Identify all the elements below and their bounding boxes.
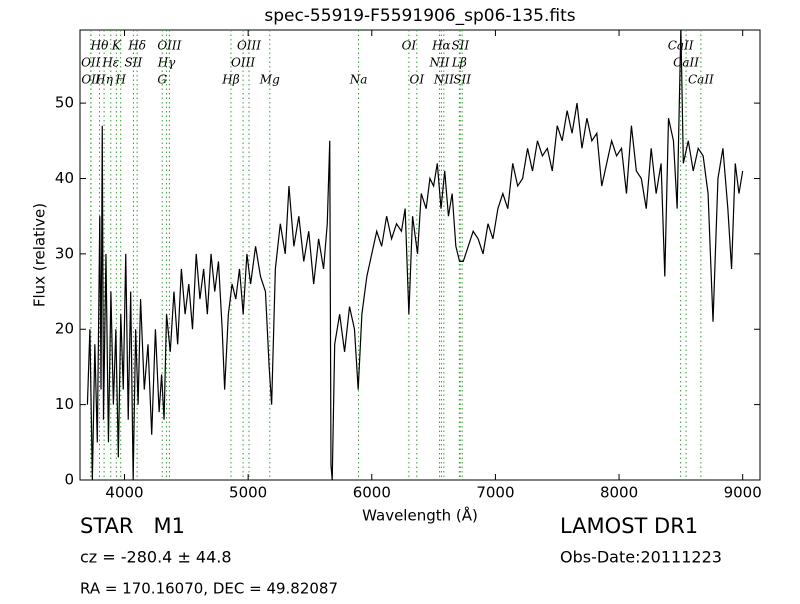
y-tick-label: 40	[55, 169, 74, 187]
spectral-line-label: CaII	[673, 56, 699, 70]
object-class: STAR M1	[80, 514, 185, 538]
x-axis-label: Wavelength (Å)	[362, 506, 478, 525]
spectrum	[86, 30, 744, 480]
spectral-line-label: Lβ	[451, 56, 467, 70]
x-tick-label: 8000	[600, 484, 638, 502]
spectral-line-label: Na	[349, 73, 368, 87]
spectral-line-label: Hε	[101, 56, 119, 70]
spectral-line-label: OIII	[231, 56, 255, 70]
spectral-line-label: K	[111, 39, 122, 53]
spectral-line-label: NII	[433, 73, 454, 87]
coordinates: RA = 170.16070, DEC = 49.82087	[80, 580, 338, 598]
y-tick-label: 10	[55, 395, 74, 413]
x-tick-label: 7000	[476, 484, 514, 502]
spectral-line-label: Hθ	[90, 39, 109, 53]
spectral-line-label: CaII	[668, 39, 694, 53]
plot-frame	[79, 29, 761, 481]
spectral-line-label: OII	[81, 56, 101, 70]
spectral-line-label: CaII	[688, 73, 714, 87]
spectral-line-label: OIII	[237, 39, 261, 53]
survey: LAMOST DR1	[560, 514, 698, 538]
y-tick-label: 20	[55, 320, 74, 338]
y-tick-label: 30	[55, 244, 74, 262]
spectral-line-label: Hη	[94, 73, 113, 87]
spectral-line-label: Hα	[431, 39, 451, 53]
spectral-line-label: Hδ	[127, 39, 146, 53]
spectral-line-label: OIII	[157, 39, 181, 53]
y-tick-label: 50	[55, 94, 74, 112]
spectral-line-label: OI	[409, 73, 424, 87]
spectral-line-label: SII	[451, 39, 469, 53]
spectral-line-label: OII	[81, 73, 101, 87]
spectral-line-label: G	[157, 73, 167, 87]
y-tick-label: 0	[64, 471, 74, 489]
obs-date: Obs-Date:20111223	[560, 548, 722, 567]
plot-area	[86, 30, 744, 480]
x-tick-label: 6000	[353, 484, 391, 502]
spectral-line-label: NII	[429, 56, 450, 70]
spectral-line-label: Hβ	[221, 73, 239, 87]
spectral-line-label: H	[114, 73, 126, 87]
spectral-line-label: OI	[402, 39, 417, 53]
spectral-line-label: SII	[125, 56, 143, 70]
spectral-line-label: SII	[453, 73, 471, 87]
x-tick-label: 4000	[105, 484, 143, 502]
redshift: cz = -280.4 ± 44.8	[80, 548, 232, 567]
x-tick-label: 9000	[724, 484, 762, 502]
x-tick-label: 5000	[229, 484, 267, 502]
y-axis-label: Flux (relative)	[31, 203, 49, 307]
chart-title: spec-55919-F5591906_sp06-135.fits	[264, 6, 575, 26]
spectral-line-label: Hγ	[157, 56, 176, 70]
spectral-line-label: Mg	[259, 73, 280, 87]
